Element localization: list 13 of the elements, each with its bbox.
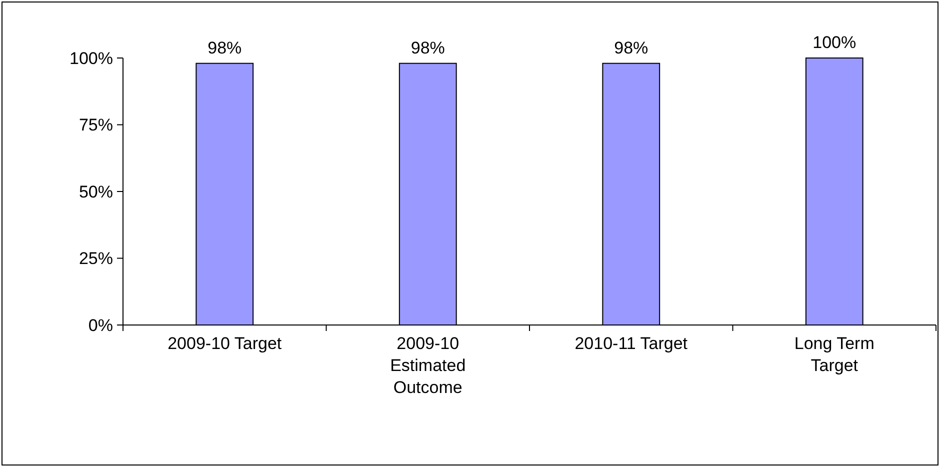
y-tick-label: 50%	[78, 182, 113, 202]
y-tick-label: 100%	[70, 48, 113, 68]
y-tick-label: 25%	[78, 249, 113, 268]
data-label: 98%	[208, 38, 242, 58]
y-tick-label: 75%	[78, 116, 113, 135]
x-tick-label: 2009-10 Estimated Outcome	[390, 334, 466, 397]
data-label: 98%	[614, 38, 648, 58]
x-tick-label: 2009-10 Target	[168, 334, 282, 353]
y-tick-label: 0%	[88, 316, 113, 335]
data-label: 98%	[410, 38, 445, 58]
x-tick-label: Long Term Target	[794, 334, 874, 375]
data-label: 100%	[812, 33, 856, 52]
x-tick-label: 2010-11 Target	[574, 334, 688, 353]
